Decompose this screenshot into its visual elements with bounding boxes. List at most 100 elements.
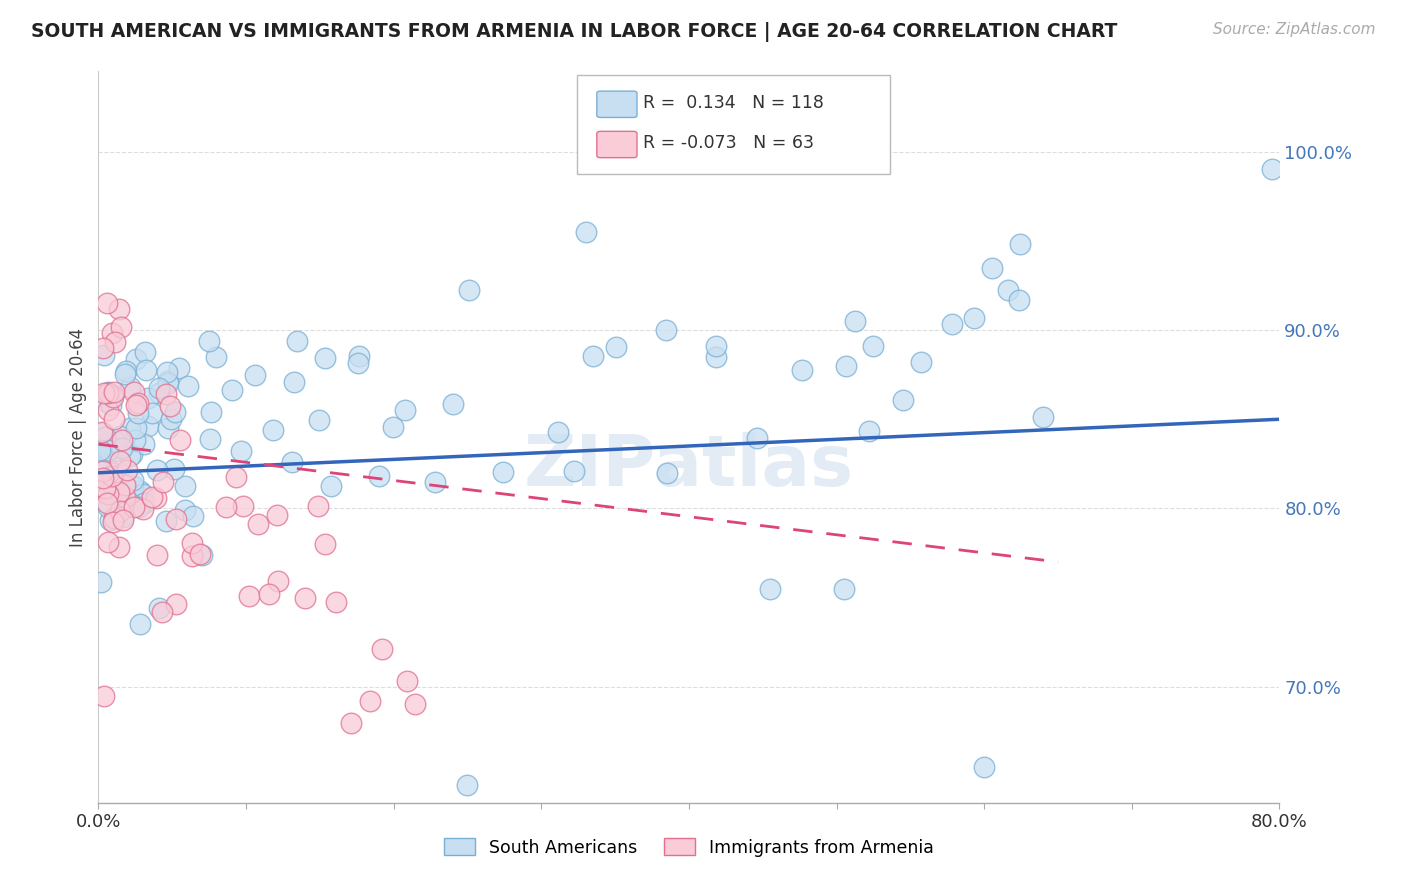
Point xyxy=(111,441,134,455)
Point xyxy=(103,515,125,529)
Point xyxy=(128,500,150,515)
Text: R =  0.134   N = 118: R = 0.134 N = 118 xyxy=(643,94,824,112)
Point xyxy=(381,420,404,434)
Point xyxy=(97,473,120,487)
Point xyxy=(371,642,394,657)
Point xyxy=(122,479,145,493)
Point xyxy=(97,384,120,399)
Point xyxy=(118,496,141,510)
Point xyxy=(90,425,112,439)
Point xyxy=(148,385,170,400)
Point xyxy=(973,760,995,774)
Point xyxy=(96,496,118,510)
Point xyxy=(169,434,191,448)
Point xyxy=(231,443,253,458)
Point xyxy=(347,349,370,363)
Point xyxy=(89,492,111,507)
Point xyxy=(215,500,238,514)
Point xyxy=(97,500,120,514)
Point xyxy=(110,320,132,334)
Point xyxy=(173,503,195,517)
Point xyxy=(307,500,329,514)
Point xyxy=(1032,410,1054,425)
Point xyxy=(94,393,117,408)
Point xyxy=(759,582,782,596)
Point xyxy=(167,361,190,376)
Point xyxy=(111,491,134,505)
Text: SOUTH AMERICAN VS IMMIGRANTS FROM ARMENIA IN LABOR FORCE | AGE 20-64 CORRELATION: SOUTH AMERICAN VS IMMIGRANTS FROM ARMENI… xyxy=(31,22,1118,42)
Point xyxy=(188,548,211,562)
Point xyxy=(104,334,127,349)
Point xyxy=(125,398,148,412)
Point xyxy=(93,689,115,703)
Point xyxy=(266,508,288,522)
Point xyxy=(181,549,204,563)
Point xyxy=(110,429,132,443)
Point xyxy=(285,334,308,348)
Point xyxy=(156,421,179,435)
Point xyxy=(157,374,180,388)
Point xyxy=(100,399,122,413)
Point xyxy=(173,479,195,493)
Point xyxy=(281,455,304,469)
Point xyxy=(564,463,586,477)
Point xyxy=(97,386,120,401)
Point xyxy=(127,406,149,420)
Point xyxy=(93,481,115,495)
Point xyxy=(134,344,156,359)
Point xyxy=(112,513,135,527)
Point xyxy=(111,510,134,524)
Point xyxy=(177,378,200,392)
Point xyxy=(122,500,145,514)
Point xyxy=(163,461,186,475)
Point xyxy=(89,439,111,453)
Point xyxy=(125,421,148,435)
FancyBboxPatch shape xyxy=(576,75,890,174)
Point xyxy=(114,477,136,491)
Legend: South Americans, Immigrants from Armenia: South Americans, Immigrants from Armenia xyxy=(437,831,941,863)
Point xyxy=(103,384,125,399)
Point xyxy=(347,356,370,370)
Point xyxy=(136,391,159,405)
Point xyxy=(103,466,125,480)
Point xyxy=(146,549,169,563)
Point xyxy=(308,413,330,427)
Point xyxy=(128,484,150,499)
Point xyxy=(204,351,226,365)
Point xyxy=(97,390,120,404)
Point xyxy=(94,436,117,450)
Point xyxy=(127,395,149,409)
Point xyxy=(97,403,120,417)
Point xyxy=(132,437,155,451)
Point xyxy=(395,673,418,688)
Point xyxy=(108,540,131,554)
Point xyxy=(294,591,316,605)
Point xyxy=(200,432,222,446)
Point xyxy=(575,225,598,239)
Point xyxy=(314,351,336,366)
Point xyxy=(862,339,884,353)
Point xyxy=(283,375,305,389)
Point xyxy=(314,536,336,550)
Point xyxy=(159,399,181,413)
Point xyxy=(181,535,204,549)
Point xyxy=(132,501,155,516)
Point xyxy=(319,479,342,493)
Point xyxy=(135,363,157,377)
Point xyxy=(458,283,481,297)
Point xyxy=(165,405,187,419)
Point xyxy=(148,601,170,615)
Point xyxy=(115,463,138,477)
Point xyxy=(157,376,180,390)
Point xyxy=(129,616,152,631)
Point xyxy=(325,595,347,609)
Point xyxy=(110,467,132,482)
Point xyxy=(90,574,112,589)
Point xyxy=(844,314,866,328)
Point xyxy=(221,383,243,397)
Y-axis label: In Labor Force | Age 20-64: In Labor Force | Age 20-64 xyxy=(69,327,87,547)
Point xyxy=(1008,236,1031,251)
Point xyxy=(155,387,177,401)
Point xyxy=(108,454,131,468)
Point xyxy=(245,368,267,383)
